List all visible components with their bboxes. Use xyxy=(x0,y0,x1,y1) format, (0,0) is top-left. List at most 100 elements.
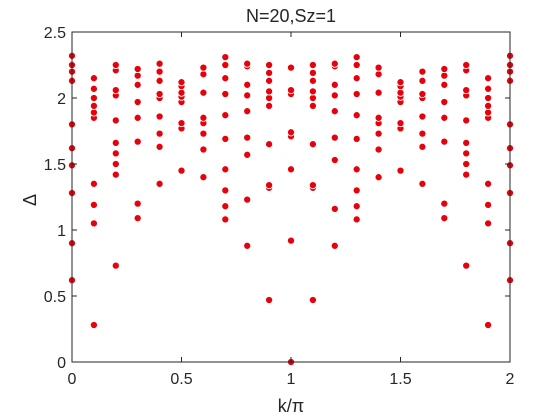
data-point xyxy=(418,129,427,138)
data-point xyxy=(89,84,98,93)
data-point xyxy=(352,165,361,174)
data-point xyxy=(111,86,120,95)
data-point xyxy=(484,219,493,228)
data-point xyxy=(286,86,296,95)
data-point xyxy=(330,155,339,165)
data-point xyxy=(199,63,208,72)
data-point xyxy=(177,78,186,87)
data-point xyxy=(243,91,252,100)
data-point xyxy=(265,101,274,110)
y-tick-label: 1.5 xyxy=(44,157,66,174)
data-point xyxy=(484,84,493,93)
x-tick-label: 0.5 xyxy=(170,371,192,388)
data-point xyxy=(265,60,274,70)
data-point xyxy=(133,137,142,146)
data-point xyxy=(462,159,471,169)
data-point xyxy=(440,137,449,146)
data-point xyxy=(133,214,142,223)
y-tick-label: 1 xyxy=(57,223,66,240)
data-point xyxy=(155,129,164,138)
x-axis-ticks: 0 0.5 1 1.5 2 xyxy=(68,32,515,388)
data-point xyxy=(462,170,471,179)
data-point xyxy=(286,128,296,137)
data-point xyxy=(308,101,317,110)
data-point xyxy=(462,149,471,158)
data-point xyxy=(155,89,164,99)
data-point xyxy=(111,261,120,270)
data-point xyxy=(330,241,339,250)
data-point xyxy=(374,173,383,182)
data-point xyxy=(89,219,98,228)
data-point xyxy=(133,71,142,80)
data-point xyxy=(440,80,449,89)
y-tick-label: 0.5 xyxy=(44,289,66,306)
data-point xyxy=(418,179,427,188)
data-point xyxy=(330,204,339,213)
data-point xyxy=(243,59,252,68)
data-point xyxy=(89,179,98,188)
data-point xyxy=(396,88,405,97)
y-tick-label: 0 xyxy=(57,355,66,372)
chart-title: N=20,Sz=1 xyxy=(246,6,336,26)
data-point xyxy=(308,68,317,77)
data-point xyxy=(374,88,383,97)
data-point xyxy=(286,63,296,72)
data-point xyxy=(221,60,230,70)
x-axis-label: k/π xyxy=(278,396,304,416)
data-point xyxy=(89,320,98,330)
data-point xyxy=(440,64,449,74)
data-point xyxy=(111,159,120,169)
data-point xyxy=(462,60,471,70)
data-point xyxy=(440,113,449,122)
x-tick-label: 1 xyxy=(287,371,296,388)
data-point xyxy=(352,74,361,83)
data-point xyxy=(462,116,471,125)
data-point xyxy=(199,88,208,97)
data-point xyxy=(155,76,164,85)
data-point xyxy=(199,173,208,182)
data-point xyxy=(221,215,230,224)
x-tick-label: 2 xyxy=(506,371,515,388)
data-point xyxy=(155,142,164,151)
data-point xyxy=(418,142,427,151)
data-point xyxy=(243,241,252,250)
data-point xyxy=(440,71,449,80)
data-point xyxy=(308,93,317,103)
data-point xyxy=(89,74,98,83)
data-point xyxy=(199,145,208,154)
data-point xyxy=(484,74,493,83)
data-point xyxy=(89,200,98,209)
data-point xyxy=(484,108,493,117)
data-point xyxy=(374,145,383,154)
data-point xyxy=(89,93,98,103)
data-point xyxy=(374,70,383,79)
data-point xyxy=(221,74,230,83)
y-tick-label: 2 xyxy=(57,91,66,108)
data-point xyxy=(484,179,493,188)
data-point xyxy=(440,199,449,208)
data-point xyxy=(265,181,274,190)
data-point xyxy=(484,320,493,330)
data-point xyxy=(374,113,383,122)
data-point xyxy=(155,112,164,121)
data-point xyxy=(352,186,361,195)
data-point xyxy=(418,112,427,121)
data-point xyxy=(396,119,405,128)
y-axis-ticks: 0 0.5 1 1.5 2 2.5 xyxy=(44,25,510,372)
x-tick-label: 0 xyxy=(68,371,77,388)
data-point xyxy=(308,295,317,305)
data-point xyxy=(221,111,230,120)
data-point xyxy=(133,80,142,89)
data-point xyxy=(221,134,230,143)
data-point xyxy=(352,202,361,211)
data-point xyxy=(352,134,361,143)
data-point xyxy=(133,97,142,107)
data-point xyxy=(199,129,208,138)
data-point xyxy=(111,60,120,70)
data-point xyxy=(243,107,252,116)
data-point xyxy=(330,59,339,68)
data-point xyxy=(177,166,186,175)
data-point xyxy=(330,91,339,100)
data-point xyxy=(396,166,405,175)
data-point xyxy=(374,63,383,72)
